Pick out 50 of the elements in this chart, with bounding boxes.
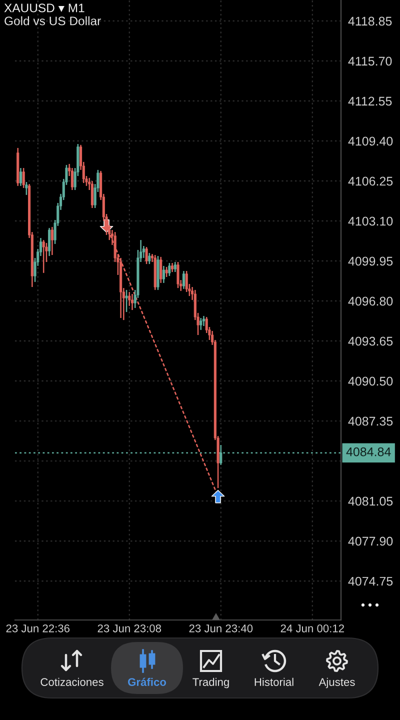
text: Gold vs US Dollar [4,16,101,26]
candlestick [25,181,28,196]
candlestick [182,270,185,290]
text: Gráfico [128,678,166,686]
candlestick [202,315,206,327]
y-tick-label: 4112.55 [348,96,392,106]
text: Trading [192,678,229,688]
candlestick [22,167,25,189]
candlestick [70,167,74,191]
x-tick-label: 23 Jun 22:36 [6,624,70,632]
candlestick [50,226,54,256]
ref-line-label: 4084.84 [346,447,391,456]
y-tick-label: 4115.70 [348,56,392,66]
y-tick-label: 4109.40 [348,136,393,146]
candlestick [185,270,188,293]
y-tick-label: 4099.95 [348,256,393,266]
candlestick [174,261,176,273]
candlestick [162,265,165,284]
x-tick-label: 23 Jun 23:40 [189,624,253,632]
y-tick-label: 4081.05 [348,496,393,506]
y-tick-label: 4106.25 [348,176,393,186]
candlestick [176,261,180,289]
candlestick [165,266,168,278]
candlestick [48,227,51,257]
x-tick-label: 23 Jun 23:08 [98,624,162,632]
candlestick [130,293,134,311]
candlestick [200,317,202,331]
y-tick-label: 4118.85 [348,16,392,26]
candlestick [19,167,22,187]
candlestick [90,180,94,209]
candlestick [42,239,45,274]
candlestick [171,262,174,273]
text: Ajustes [318,678,355,688]
chart-title: XAUUSD ▾ M1 [4,4,84,12]
candlestick [125,289,128,313]
y-tick-label: 4087.35 [348,416,393,426]
y-tick-label: 4103.10 [348,216,393,226]
candlestick [148,252,151,265]
candlestick [168,262,171,277]
y-tick-label: 4074.75 [348,576,393,586]
y-tick-label: 4093.65 [348,336,393,346]
candlestick [145,246,148,265]
y-tick-label: 4090.50 [348,376,393,386]
candlestick [128,291,131,307]
text: Cotizaciones [40,678,104,686]
y-tick-label: 4077.90 [348,536,393,546]
y-tick-label: 4096.80 [348,296,393,306]
x-tick-label: 24 Jun 00:12 [280,624,344,632]
text: Historial [254,678,294,686]
candlestick [160,256,162,284]
